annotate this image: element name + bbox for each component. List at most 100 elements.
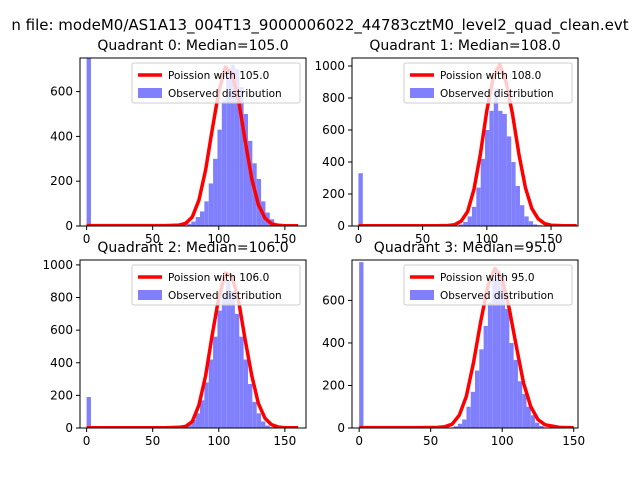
histogram-bar xyxy=(191,419,196,428)
histogram-bar xyxy=(359,262,364,428)
legend-box xyxy=(131,62,301,104)
histogram-bar xyxy=(530,415,536,428)
histogram-bar xyxy=(208,359,214,428)
x-tick-label: 100 xyxy=(491,434,514,448)
histogram-bars xyxy=(359,262,553,428)
y-tick-label: 200 xyxy=(322,378,345,392)
legend: Poission with 95.0 Observed distribution xyxy=(403,264,573,306)
histogram-bar xyxy=(517,381,523,428)
histogram-bar xyxy=(86,58,91,226)
histogram-bar xyxy=(191,221,196,226)
x-tick-label: 0 xyxy=(83,232,91,246)
histogram-bar xyxy=(239,87,244,226)
legend-box xyxy=(131,264,301,306)
histogram-bar xyxy=(252,401,257,428)
legend-label: Observed distribution xyxy=(440,88,554,100)
histogram-bar xyxy=(200,211,205,226)
panel-title: Quadrant 1: Median=108.0 xyxy=(369,38,560,54)
panel-title: Quadrant 3: Median=95.0 xyxy=(374,240,556,256)
histogram-bar xyxy=(535,422,540,428)
histogram-bar xyxy=(475,370,480,428)
histogram-bar xyxy=(226,281,231,428)
quadrant-3-panel: 0 50 100 150 0 200 400 600 Quadrant 3: Median=95… xyxy=(322,240,585,448)
histogram-bar xyxy=(195,217,201,226)
legend-label: Poission with 106.0 xyxy=(168,272,269,284)
y-tick-label: 1000 xyxy=(314,59,345,73)
histogram-bar xyxy=(509,342,514,428)
histogram-bar xyxy=(226,71,231,226)
x-tick-label: 150 xyxy=(273,434,296,448)
histogram-bar xyxy=(186,223,192,226)
histogram-bar xyxy=(489,110,494,226)
histogram-bar xyxy=(208,183,214,226)
y-tick-label: 600 xyxy=(322,123,345,137)
x-tick-label: 100 xyxy=(475,232,498,246)
legend-patch-swatch xyxy=(410,290,434,300)
histogram-bar xyxy=(476,187,481,226)
histogram-bar xyxy=(457,423,463,428)
panel-title: Quadrant 0: Median=105.0 xyxy=(97,38,288,54)
panel-title: Quadrant 2: Median=106.0 xyxy=(97,240,288,256)
histogram-bar xyxy=(463,222,468,226)
legend-box xyxy=(403,264,573,306)
histogram-bar xyxy=(256,413,262,428)
legend-label: Poission with 95.0 xyxy=(440,272,535,284)
histogram-bar xyxy=(500,283,506,428)
histogram-bar xyxy=(502,114,507,226)
histogram-bar xyxy=(195,413,201,428)
legend-label: Observed distribution xyxy=(440,290,554,302)
histogram-bar xyxy=(265,425,270,428)
histogram-bar xyxy=(86,397,91,428)
legend-label: Observed distribution xyxy=(168,88,282,100)
histogram-bar xyxy=(204,201,209,226)
legend-label: Poission with 105.0 xyxy=(168,70,269,82)
subplot-grid: 0 50 100 150 0 200 400 600 Quadrant 0: Median=10… xyxy=(42,38,585,448)
histogram-bar xyxy=(234,69,240,226)
histogram-bar xyxy=(358,173,363,226)
legend: Poission with 106.0 Observed distribution xyxy=(131,264,301,306)
figure-suptitle: n file: modeM0/AS1A13_004T13_9000006022_… xyxy=(11,16,628,35)
x-tick-label: 0 xyxy=(355,232,363,246)
legend-patch-swatch xyxy=(138,88,162,98)
legend: Poission with 108.0 Observed distribution xyxy=(403,62,573,104)
histogram-bar xyxy=(519,205,525,226)
legend: Poission with 105.0 Observed distribution xyxy=(131,62,301,104)
histogram-bar xyxy=(453,426,458,428)
y-tick-label: 400 xyxy=(50,129,73,143)
histogram-bar xyxy=(533,224,538,226)
axes-frame xyxy=(79,259,307,429)
y-tick-label: 600 xyxy=(50,323,73,337)
y-tick-label: 0 xyxy=(65,219,73,233)
legend-patch-swatch xyxy=(410,88,434,98)
axes-frame xyxy=(351,259,579,429)
histogram-bar xyxy=(221,100,227,226)
histogram-bar xyxy=(471,206,477,226)
histogram-bar xyxy=(200,400,205,428)
histogram-bar xyxy=(458,224,464,226)
histogram-bar xyxy=(221,294,227,428)
histogram-bar xyxy=(526,406,531,428)
legend-patch-swatch xyxy=(138,290,162,300)
histogram-bar xyxy=(513,359,518,428)
histogram-bars xyxy=(86,281,279,428)
quadrant-0-panel: 0 50 100 150 0 200 400 600 Quadrant 0: Median=10… xyxy=(50,38,307,246)
histogram-bar xyxy=(493,88,499,226)
histogram-bar xyxy=(528,221,534,226)
legend-label: Observed distribution xyxy=(168,290,282,302)
histogram-bar xyxy=(483,325,488,428)
x-tick-label: 50 xyxy=(145,232,160,246)
legend-box xyxy=(403,62,573,104)
y-tick-label: 0 xyxy=(65,421,73,435)
histogram-bar xyxy=(515,186,520,226)
x-tick-label: 150 xyxy=(540,232,563,246)
legend-label: Poission with 108.0 xyxy=(440,70,541,82)
y-tick-label: 200 xyxy=(50,388,73,402)
axes-frame xyxy=(79,57,307,227)
y-tick-label: 400 xyxy=(322,155,345,169)
y-tick-label: 200 xyxy=(50,174,73,188)
x-tick-label: 150 xyxy=(273,232,296,246)
histogram-bar xyxy=(247,383,253,428)
y-tick-label: 800 xyxy=(322,91,345,105)
histogram-bar xyxy=(470,391,476,428)
